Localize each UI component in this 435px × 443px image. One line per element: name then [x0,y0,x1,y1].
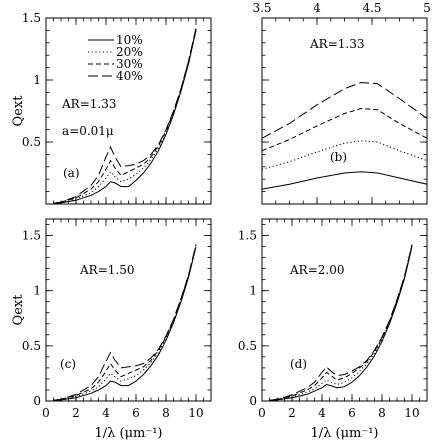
series-line-longdash [53,244,197,401]
x-tick-label: 4.5 [362,1,381,15]
series-line-solid [53,246,197,401]
x-tick-label: 0 [42,406,50,420]
annotation: AR=1.33 [309,37,364,51]
x-tick-label: 10 [404,406,419,420]
panel-label: (b) [330,150,347,164]
legend-label: 40% [116,69,143,83]
series-line-dashed [262,107,427,152]
annotation: AR=2.00 [289,263,344,277]
panel-label: (d) [290,357,307,371]
x-tick-label: 4 [102,406,110,420]
x-axis-title: 1/λ (μm⁻¹) [94,426,162,441]
x-tick-label: 4 [313,1,321,15]
y-tick-label: 1.5 [22,11,41,25]
y-tick-label: 0.5 [238,339,257,353]
x-tick-label: 0 [258,406,266,420]
panel-label: (a) [63,166,80,180]
panel-c [45,218,212,402]
x-tick-label: 6 [132,406,140,420]
legend-label: 30% [116,57,143,71]
series-line-dotted [262,140,427,170]
annotation: AR=1.33 [61,97,116,111]
legend-label: 10% [116,33,143,47]
legend-label: 20% [116,45,143,59]
x-axis-title: 1/λ (μm⁻¹) [310,426,378,441]
y-tick-label: 1.5 [22,229,41,243]
y-tick-label: 0 [249,394,257,408]
annotation: a=0.01μ [62,124,114,138]
y-axis-title: Qext [11,95,26,127]
y-axis-title: Qext [11,294,26,326]
x-tick-label: 10 [188,406,203,420]
y-tick-label: 0.5 [22,339,41,353]
series-line-longdash [53,27,197,204]
x-tick-label: 2 [72,406,80,420]
panel-a [45,17,212,205]
plot-frame [261,218,428,402]
x-tick-label: 2 [288,406,296,420]
x-tick-label: 8 [378,406,386,420]
x-tick-label: 5 [423,1,431,15]
annotation: AR=1.50 [79,263,134,277]
y-tick-label: 0.5 [22,135,41,149]
series-line-solid [262,171,427,190]
y-tick-label: 1.5 [238,229,257,243]
series-line-longdash [262,81,427,139]
y-tick-label: 0 [33,394,41,408]
series-line-longdash [269,244,413,401]
panel-d [261,218,428,402]
panel-b [261,17,428,205]
x-tick-label: 3.5 [252,1,271,15]
x-tick-label: 8 [162,406,170,420]
panel-label: (c) [60,357,76,371]
y-tick-label: 1 [33,73,41,87]
x-tick-label: 6 [348,406,356,420]
y-tick-label: 1 [33,284,41,298]
y-tick-label: 1 [249,284,257,298]
x-tick-label: 4 [318,406,326,420]
